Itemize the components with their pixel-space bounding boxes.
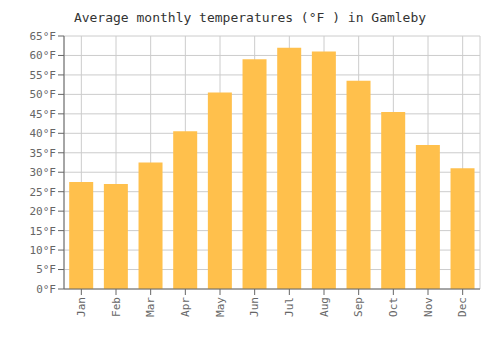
svg-text:Aug: Aug [318,297,331,317]
svg-text:0°F: 0°F [36,283,56,296]
svg-text:60°F: 60°F [30,49,57,62]
svg-text:10°F: 10°F [30,244,57,257]
svg-text:55°F: 55°F [30,69,57,82]
svg-text:30°F: 30°F [30,166,57,179]
svg-text:45°F: 45°F [30,108,57,121]
svg-text:65°F: 65°F [30,30,57,43]
svg-text:50°F: 50°F [30,88,57,101]
svg-text:Feb: Feb [110,297,123,317]
svg-text:25°F: 25°F [30,186,57,199]
svg-text:May: May [214,297,227,317]
svg-text:15°F: 15°F [30,225,57,238]
svg-text:Nov: Nov [422,297,435,317]
svg-text:Jun: Jun [248,297,261,317]
svg-text:Mar: Mar [144,297,157,317]
svg-text:Dec: Dec [456,297,469,317]
svg-text:35°F: 35°F [30,147,57,160]
svg-text:5°F: 5°F [36,263,56,276]
svg-text:Jan: Jan [75,297,88,317]
svg-text:20°F: 20°F [30,205,57,218]
svg-text:Apr: Apr [179,297,192,317]
svg-text:Oct: Oct [387,297,400,317]
svg-text:40°F: 40°F [30,127,57,140]
svg-text:Sep: Sep [352,297,365,317]
svg-text:Jul: Jul [283,297,296,317]
html-text:Average monthly temperatures (: Average monthly temperatures (°F ) in Ga… [73,10,427,25]
